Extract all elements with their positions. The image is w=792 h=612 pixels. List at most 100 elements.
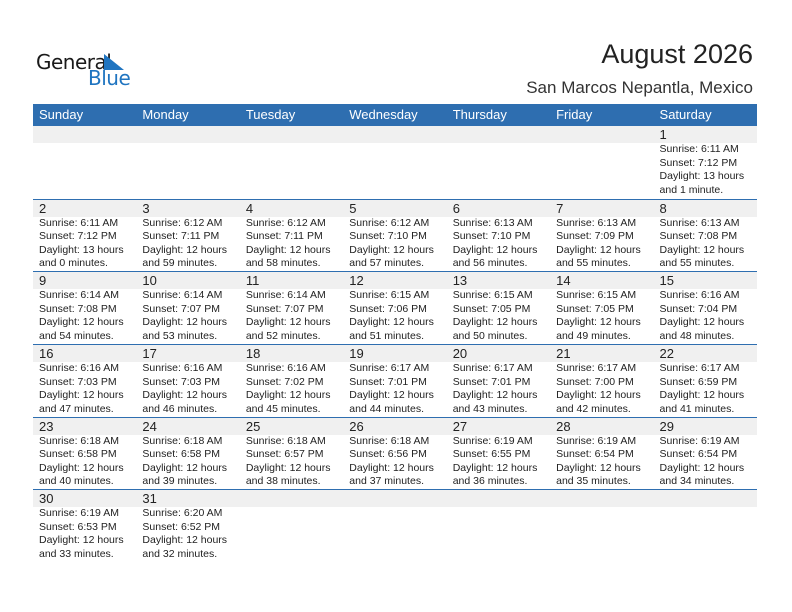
daylight-minutes-text: and 48 minutes. <box>659 329 735 342</box>
daylight-minutes-text: and 33 minutes. <box>39 547 114 560</box>
day-cell: 5 Sunrise: 6:12 AM Sunset: 7:10 PM Daylight… <box>343 200 446 272</box>
day-number: 18 <box>245 346 261 362</box>
day-number: 12 <box>349 273 364 289</box>
day-cell: 3 Sunrise: 6:12 AM Sunset: 7:11 PM Daylight… <box>136 200 239 272</box>
sunset-text: Sunset: 7:10 PM <box>452 230 531 243</box>
sunrise-text: Sunrise: 6:15 AM <box>349 289 430 302</box>
day-number: 14 <box>556 273 571 289</box>
sunrise-text: Sunrise: 6:13 AM <box>556 216 637 229</box>
daylight-minutes-text: and 44 minutes. <box>349 402 424 415</box>
day-number: 22 <box>659 346 674 362</box>
sunset-text: Sunset: 7:03 PM <box>142 375 221 388</box>
daylight-minutes-text: and 0 minutes. <box>39 257 108 270</box>
daylight-text: Daylight: 12 hours <box>452 461 538 474</box>
day-cell: 20 Sunrise: 6:17 AM Sunset: 7:01 PM Dayligh… <box>447 345 550 417</box>
daylight-text: Daylight: 12 hours <box>349 461 434 474</box>
daylight-minutes-text: and 58 minutes. <box>245 257 321 270</box>
sunset-text: Sunset: 7:09 PM <box>556 230 634 243</box>
daylight-minutes-text: and 57 minutes. <box>349 257 424 270</box>
sunset-text: Sunset: 7:01 PM <box>349 375 427 388</box>
day-cell: 26 Sunrise: 6:18 AM Sunset: 6:56 PM Dayligh… <box>343 418 446 490</box>
daylight-minutes-text: and 56 minutes. <box>452 257 528 270</box>
daylight-text: Daylight: 12 hours <box>452 316 538 329</box>
week-row: 30 Sunrise: 6:19 AM Sunset: 6:53 PM Dayligh… <box>33 489 757 562</box>
sunrise-text: Sunrise: 6:18 AM <box>245 434 326 447</box>
sunset-text: Sunset: 6:58 PM <box>39 448 117 461</box>
day-number: 16 <box>39 346 54 362</box>
day-number: 10 <box>142 273 157 289</box>
day-number: 24 <box>142 418 157 434</box>
sunrise-text: Sunrise: 6:14 AM <box>245 289 326 302</box>
day-cell: 12 Sunrise: 6:15 AM Sunset: 7:06 PM Dayligh… <box>343 272 446 344</box>
daylight-minutes-text: and 43 minutes. <box>452 402 528 415</box>
empty-cell <box>33 126 136 199</box>
daylight-minutes-text: and 45 minutes. <box>245 402 321 415</box>
day-cell: 13 Sunrise: 6:15 AM Sunset: 7:05 PM Dayligh… <box>447 272 550 344</box>
day-number: 2 <box>39 200 47 216</box>
sunset-text: Sunset: 7:12 PM <box>659 156 738 169</box>
daylight-minutes-text: and 32 minutes. <box>142 547 218 560</box>
calendar-grid: 1 Sunrise: 6:11 AM Sunset: 7:12 PM Daylight… <box>33 126 757 562</box>
empty-cell <box>654 490 757 562</box>
empty-cell <box>447 126 550 199</box>
sunrise-text: Sunrise: 6:19 AM <box>556 434 637 447</box>
daylight-text: Daylight: 12 hours <box>349 243 434 256</box>
daylight-minutes-text: and 52 minutes. <box>245 329 321 342</box>
sunrise-text: Sunrise: 6:19 AM <box>39 507 119 520</box>
day-cell: 21 Sunrise: 6:17 AM Sunset: 7:00 PM Dayligh… <box>550 345 653 417</box>
day-cell: 8 Sunrise: 6:13 AM Sunset: 7:08 PM Daylight… <box>654 200 757 272</box>
daylight-text: Daylight: 12 hours <box>349 316 434 329</box>
sunset-text: Sunset: 6:54 PM <box>659 448 738 461</box>
sunset-text: Sunset: 7:05 PM <box>452 302 531 315</box>
day-number: 30 <box>39 491 54 507</box>
day-number-band <box>33 490 757 508</box>
sunrise-text: Sunrise: 6:16 AM <box>142 362 223 375</box>
logo-text-general: General <box>36 50 112 74</box>
sunrise-text: Sunrise: 6:15 AM <box>556 289 637 302</box>
sunrise-text: Sunrise: 6:18 AM <box>39 434 119 447</box>
empty-cell <box>240 126 343 199</box>
logo-triangle-icon <box>104 54 124 70</box>
sunrise-text: Sunrise: 6:12 AM <box>142 216 223 229</box>
day-cell: 15 Sunrise: 6:16 AM Sunset: 7:04 PM Dayligh… <box>654 272 757 344</box>
daylight-minutes-text: and 42 minutes. <box>556 402 631 415</box>
week-row: 2 Sunrise: 6:11 AM Sunset: 7:12 PM Daylight… <box>33 198 757 272</box>
sunset-text: Sunset: 6:55 PM <box>452 448 531 461</box>
daylight-minutes-text: and 47 minutes. <box>39 402 114 415</box>
daylight-text: Daylight: 12 hours <box>245 461 331 474</box>
logo-text-blue: Blue <box>88 66 131 90</box>
daylight-text: Daylight: 12 hours <box>245 389 331 402</box>
daylight-text: Daylight: 12 hours <box>659 389 745 402</box>
day-cell: 7 Sunrise: 6:13 AM Sunset: 7:09 PM Daylight… <box>550 200 653 272</box>
day-cell: 11 Sunrise: 6:14 AM Sunset: 7:07 PM Dayligh… <box>240 272 343 344</box>
daylight-minutes-text: and 49 minutes. <box>556 329 631 342</box>
sunset-text: Sunset: 7:11 PM <box>245 230 323 243</box>
page-title: August 2026 <box>601 39 753 69</box>
daylight-text: Daylight: 12 hours <box>452 243 538 256</box>
daylight-minutes-text: and 39 minutes. <box>142 475 218 488</box>
day-number: 27 <box>452 418 468 434</box>
daylight-text: Daylight: 12 hours <box>556 316 641 329</box>
day-number: 13 <box>452 273 468 289</box>
daylight-text: Daylight: 12 hours <box>39 534 124 547</box>
daylight-minutes-text: and 50 minutes. <box>452 329 528 342</box>
daylight-text: Daylight: 12 hours <box>142 243 228 256</box>
empty-cell <box>240 490 343 562</box>
day-number: 20 <box>452 346 468 362</box>
sunset-text: Sunset: 6:53 PM <box>39 520 117 533</box>
daylight-minutes-text: and 55 minutes. <box>659 257 735 270</box>
sunset-text: Sunset: 7:03 PM <box>39 375 117 388</box>
empty-cell <box>550 126 653 199</box>
day-number-band <box>33 345 757 363</box>
logo: General Blue <box>36 50 131 90</box>
daylight-text: Daylight: 12 hours <box>39 316 124 329</box>
sunset-text: Sunset: 7:07 PM <box>245 302 324 315</box>
sunset-text: Sunset: 7:11 PM <box>142 230 220 243</box>
day-cell: 22 Sunrise: 6:17 AM Sunset: 6:59 PM Dayligh… <box>654 345 757 417</box>
daylight-minutes-text: and 46 minutes. <box>142 402 218 415</box>
daylight-text: Daylight: 12 hours <box>142 316 228 329</box>
sunset-text: Sunset: 6:54 PM <box>556 448 634 461</box>
sunset-text: Sunset: 7:02 PM <box>245 375 324 388</box>
weekday-sunday: Sunday <box>39 107 84 122</box>
week-row: 1 Sunrise: 6:11 AM Sunset: 7:12 PM Daylight… <box>33 126 757 199</box>
